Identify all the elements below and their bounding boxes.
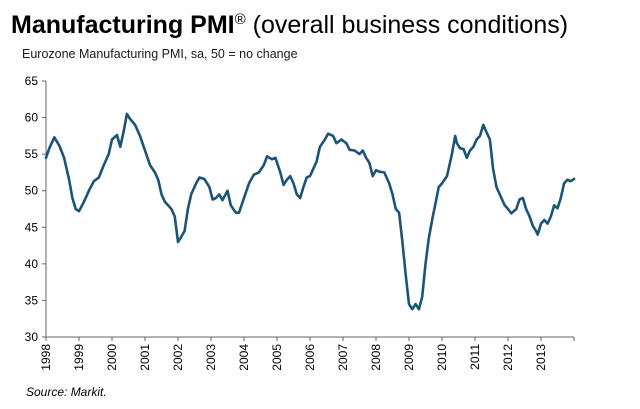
x-tick-label: 2005 (270, 344, 284, 371)
pmi-series-line (44, 112, 576, 311)
y-tick-label: 35 (25, 293, 39, 307)
y-tick-label: 60 (25, 111, 39, 125)
x-tick-label: 2002 (171, 344, 185, 371)
y-tick-label: 55 (25, 147, 39, 161)
x-tick-label: 2006 (303, 344, 317, 371)
x-tick-label: 2010 (435, 344, 449, 371)
chart-title-main: Manufacturing PMI (11, 11, 235, 39)
x-tick-label: 2009 (402, 344, 416, 371)
x-tick-label: 2004 (237, 344, 251, 371)
registered-mark: ® (234, 11, 246, 28)
x-tick-label: 2000 (105, 344, 119, 371)
x-tick-label: 2001 (138, 344, 152, 371)
chart-title: Manufacturing PMI® (overall business con… (11, 4, 568, 41)
y-tick-label: 30 (25, 330, 39, 344)
x-tick-label: 2012 (501, 344, 515, 371)
x-tick-label: 2013 (534, 344, 548, 371)
x-tick-label: 2011 (468, 344, 482, 370)
y-tick-label: 40 (25, 257, 39, 271)
source-note: Source: Markit. (26, 385, 107, 399)
x-tick-label: 2008 (369, 344, 383, 371)
y-tick-label: 65 (25, 74, 39, 88)
x-tick-label: 1998 (39, 344, 53, 371)
chart-title-rest: (overall business conditions) (245, 11, 569, 39)
y-tick-label: 45 (25, 220, 39, 234)
x-tick-label: 2007 (336, 344, 350, 371)
x-tick-label: 2003 (204, 344, 218, 371)
y-tick-label: 50 (25, 184, 39, 198)
chart-subtitle: Eurozone Manufacturing PMI, sa, 50 = no … (22, 47, 298, 61)
x-tick-label: 1999 (72, 344, 86, 371)
